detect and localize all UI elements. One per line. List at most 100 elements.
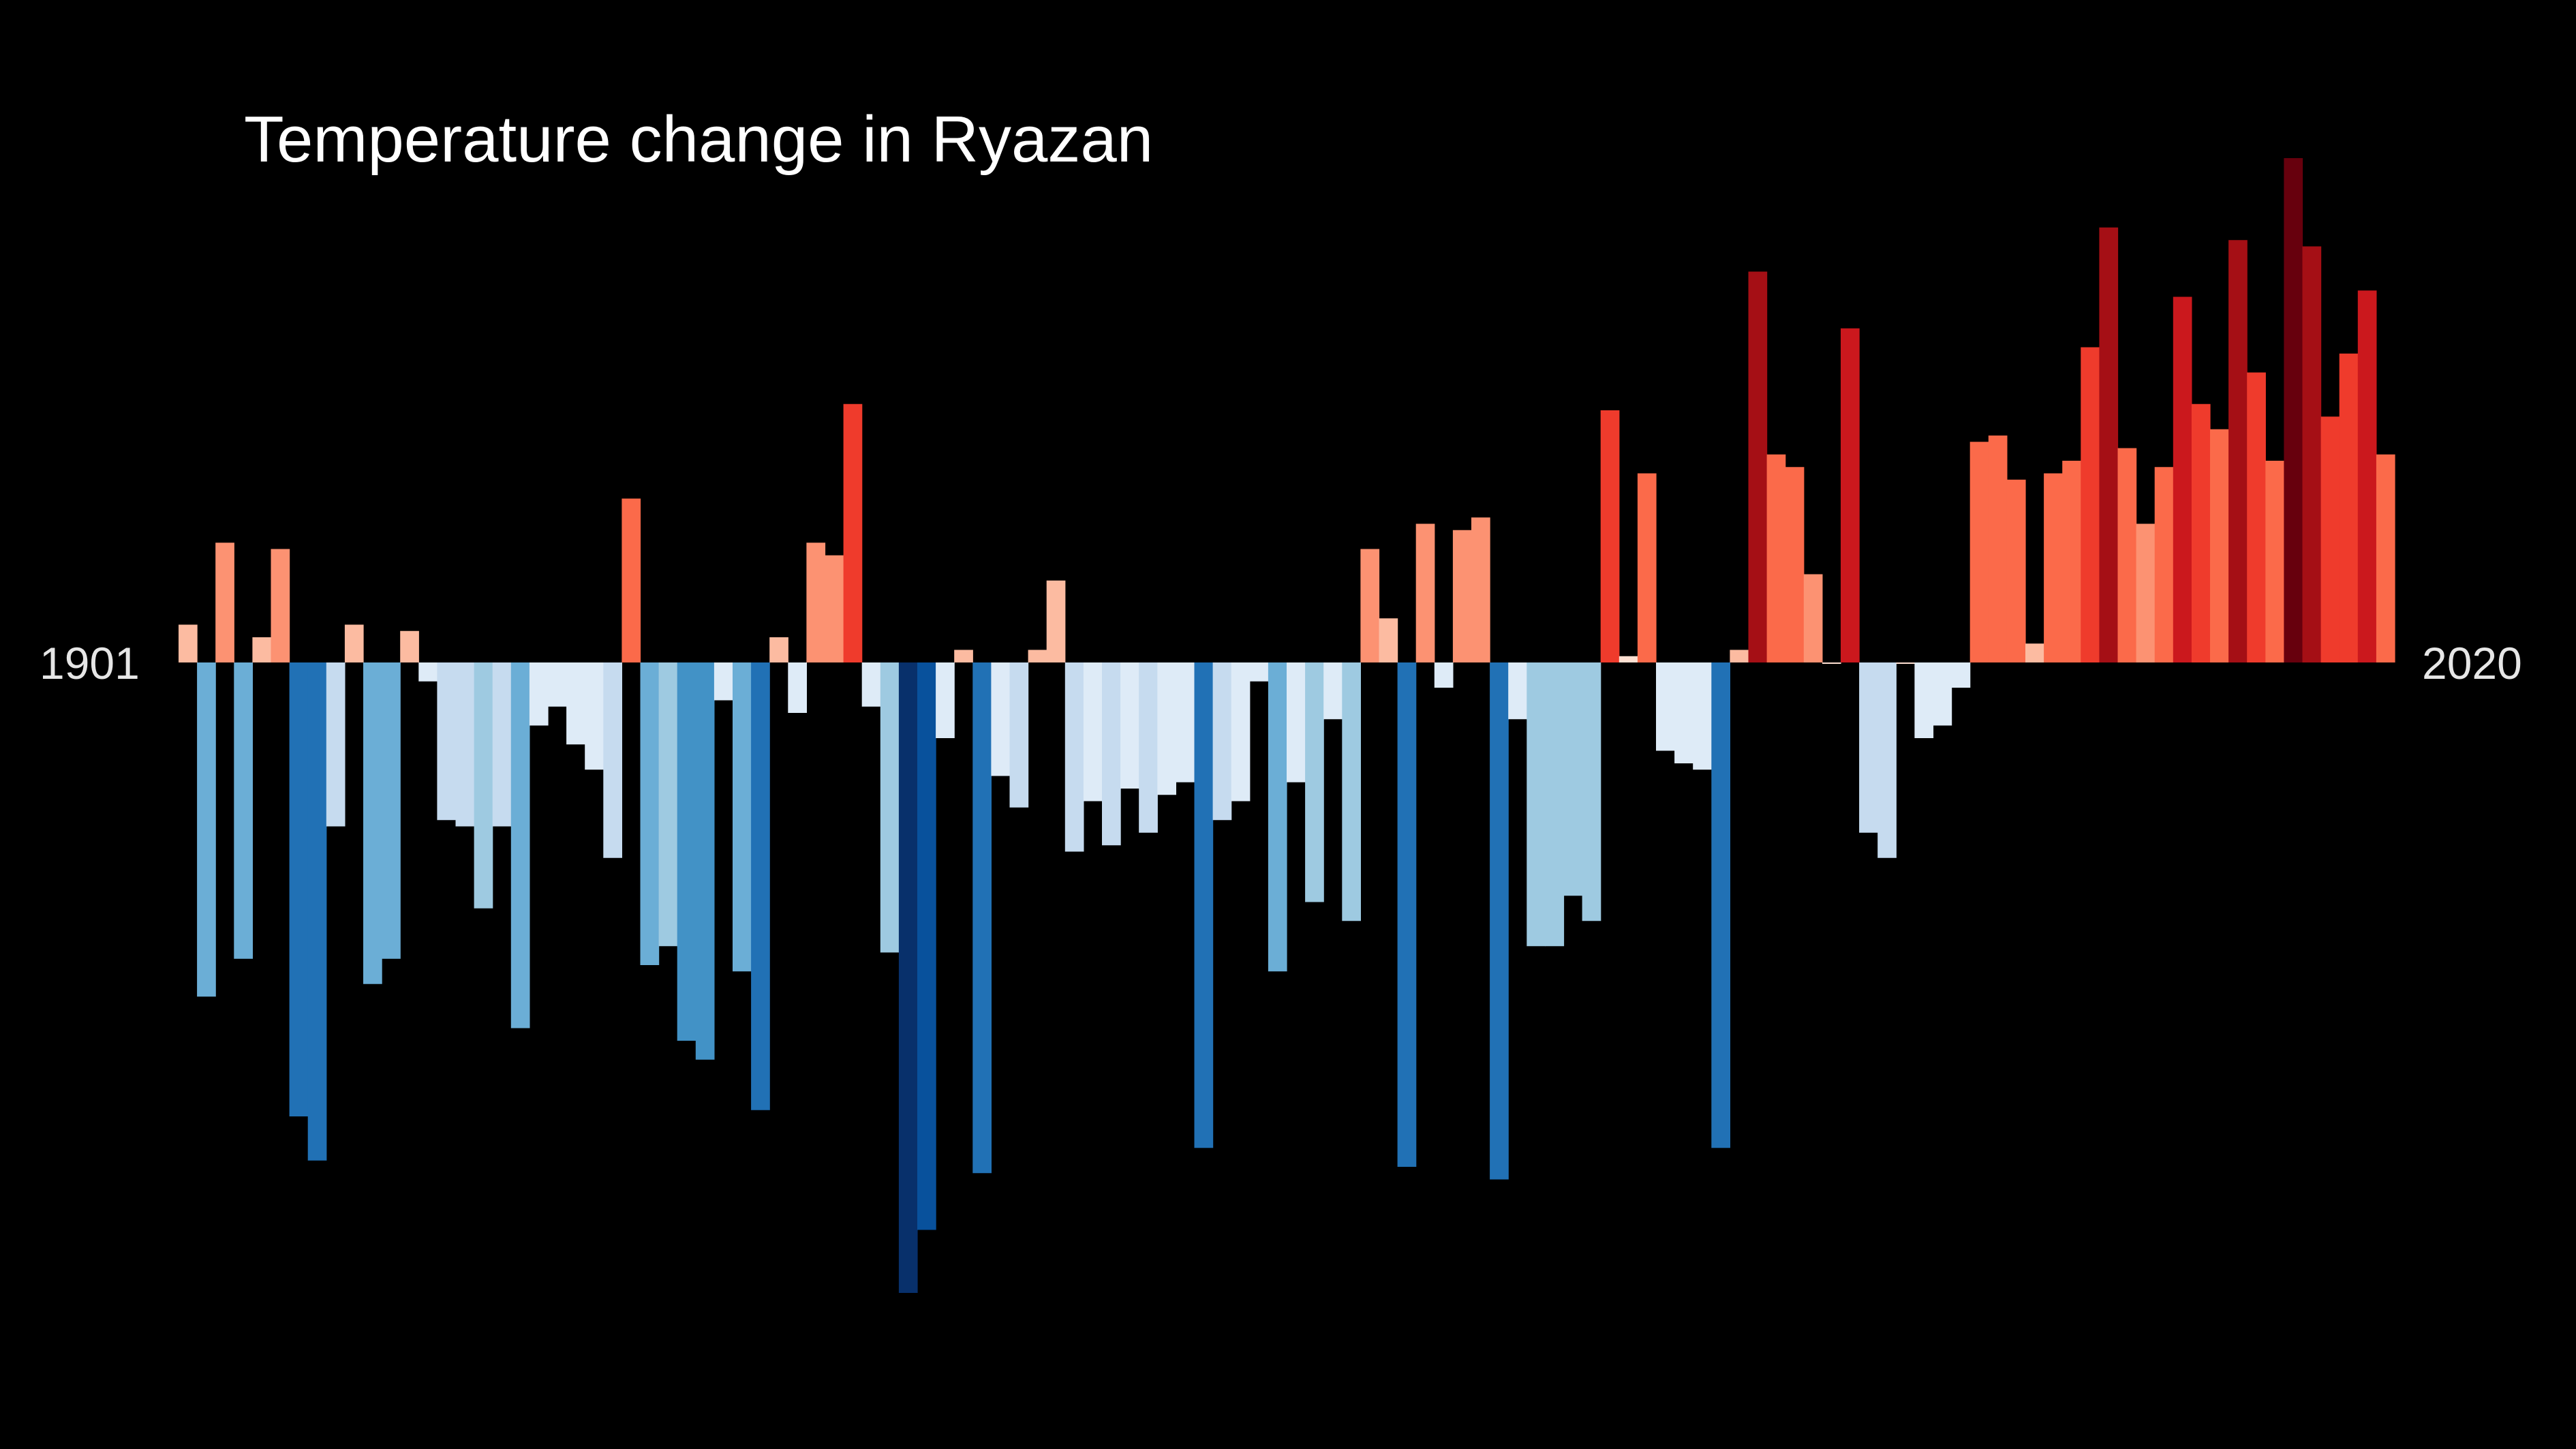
bar-1905 (252, 637, 272, 662)
bar-1991 (1841, 328, 1860, 662)
bar-1996 (1933, 662, 1952, 726)
bar-2018 (2339, 353, 2359, 662)
bar-2014 (2265, 461, 2284, 662)
bar-1906 (271, 549, 290, 662)
bar-1950 (1083, 662, 1103, 802)
chart-title: Temperature change in Ryazan (244, 103, 1154, 176)
bar-1951 (1102, 662, 1121, 846)
bar-1914 (418, 662, 438, 682)
bar-1911 (363, 662, 382, 984)
bar-1973 (1508, 662, 1527, 720)
bar-2000 (2006, 479, 2026, 662)
bar-1909 (326, 662, 346, 827)
bar-2001 (2025, 643, 2044, 662)
bar-2011 (2210, 429, 2229, 662)
bar-1933 (769, 637, 788, 662)
bar-1921 (548, 662, 567, 707)
bar-1932 (751, 662, 770, 1110)
bar-1962 (1305, 662, 1324, 902)
bar-1975 (1545, 662, 1565, 947)
bar-1922 (566, 662, 585, 745)
bar-1936 (825, 555, 844, 662)
bar-1919 (510, 662, 530, 1028)
bar-1920 (529, 662, 549, 726)
bar-1983 (1693, 662, 1712, 770)
bar-1943 (954, 650, 973, 662)
bar-1928 (677, 662, 696, 1041)
bar-1904 (234, 662, 253, 959)
bar-1903 (215, 543, 234, 662)
bar-2019 (2357, 290, 2377, 662)
bar-1957 (1212, 662, 1232, 821)
bar-1925 (622, 498, 641, 662)
bar-2020 (2376, 454, 2395, 662)
bar-2007 (2136, 523, 2156, 662)
bar-1941 (917, 662, 936, 1230)
bar-2012 (2228, 240, 2248, 662)
bar-1942 (936, 662, 955, 738)
bar-1960 (1268, 662, 1287, 972)
bar-1902 (197, 662, 216, 997)
bar-1954 (1157, 662, 1176, 795)
bar-1947 (1028, 650, 1047, 662)
bar-1966 (1379, 618, 1398, 662)
bar-1999 (1988, 436, 2008, 662)
bar-1988 (1785, 467, 1805, 662)
bar-2005 (2099, 227, 2119, 662)
bar-1930 (714, 662, 733, 701)
bar-1964 (1342, 662, 1361, 921)
bar-1916 (455, 662, 475, 827)
bar-1953 (1139, 662, 1158, 833)
bar-1998 (1969, 442, 1989, 662)
bar-2008 (2154, 467, 2174, 662)
bar-1985 (1730, 650, 1749, 662)
bar-2017 (2320, 416, 2340, 662)
bar-1924 (603, 662, 622, 858)
bar-1994 (1896, 662, 1915, 664)
bar-1938 (861, 662, 881, 707)
bar-1979 (1619, 656, 1638, 662)
bar-1987 (1766, 454, 1786, 662)
bar-2015 (2284, 158, 2303, 662)
bar-1931 (733, 662, 752, 972)
bar-1989 (1803, 574, 1823, 662)
bar-1970 (1452, 530, 1472, 662)
bar-1986 (1748, 271, 1768, 662)
start-year-label: 1901 (40, 638, 140, 688)
bar-1967 (1397, 662, 1417, 1167)
bar-1965 (1360, 549, 1380, 662)
bar-1918 (492, 662, 512, 827)
bar-1969 (1434, 662, 1454, 688)
end-year-label: 2020 (2422, 638, 2522, 688)
bar-1981 (1656, 662, 1675, 751)
bar-1908 (307, 662, 327, 1161)
bar-1912 (382, 662, 401, 959)
bar-1929 (695, 662, 715, 1060)
bar-1956 (1194, 662, 1214, 1148)
bar-2004 (2081, 347, 2100, 662)
bar-1937 (843, 403, 863, 662)
bar-1907 (289, 662, 309, 1116)
bar-2010 (2191, 403, 2211, 662)
bar-2013 (2247, 372, 2266, 662)
bar-1927 (658, 662, 678, 947)
bar-1980 (1637, 473, 1657, 662)
bar-1990 (1822, 662, 1841, 664)
bar-1917 (474, 662, 493, 909)
bar-1995 (1914, 662, 1934, 738)
bar-2002 (2044, 473, 2063, 662)
bar-2006 (2117, 448, 2137, 662)
bar-1901 (179, 624, 198, 662)
bar-1915 (437, 662, 457, 821)
bar-1958 (1231, 662, 1251, 802)
bar-1935 (806, 543, 826, 662)
bar-1959 (1249, 662, 1269, 682)
bar-2016 (2302, 246, 2322, 662)
bar-1944 (972, 662, 992, 1174)
bar-1913 (400, 630, 419, 662)
bar-1939 (880, 662, 900, 953)
bar-1974 (1527, 662, 1546, 947)
bar-1923 (585, 662, 604, 770)
bar-1982 (1674, 662, 1693, 763)
